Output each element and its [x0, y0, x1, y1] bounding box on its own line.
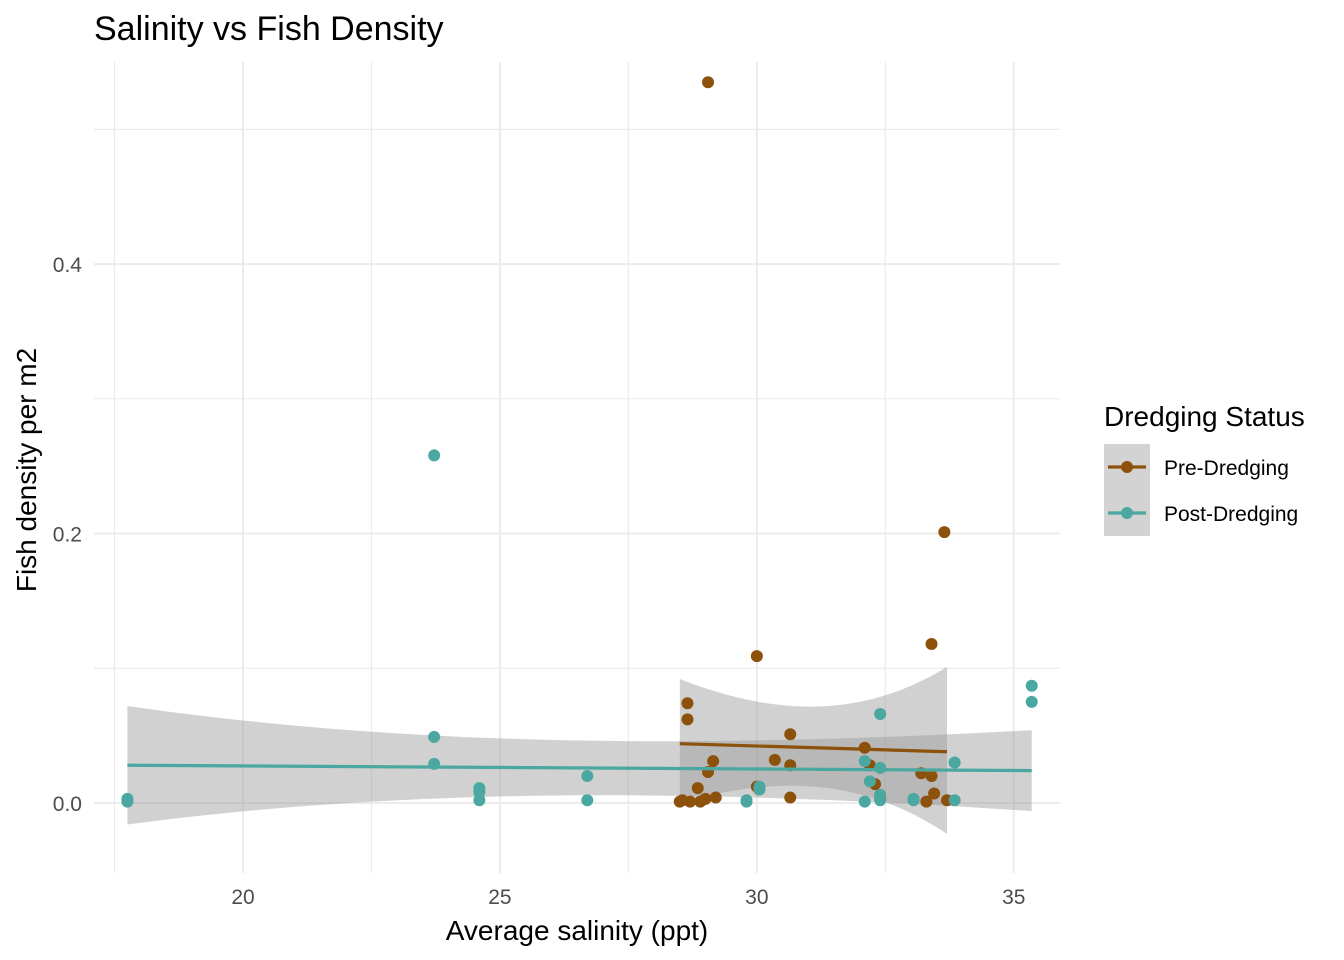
data-point: [863, 775, 876, 788]
x-axis-title: Average salinity (ppt): [446, 915, 709, 946]
legend-label: Pre-Dredging: [1164, 457, 1289, 480]
y-tick-label: 0.0: [53, 793, 82, 816]
data-point: [858, 795, 871, 808]
data-point: [874, 708, 887, 721]
data-point: [784, 728, 797, 741]
y-axis-title: Fish density per m2: [11, 348, 42, 592]
data-point: [681, 713, 694, 726]
data-point: [948, 794, 961, 807]
x-tick-label: 20: [231, 886, 254, 909]
trend-line: [679, 742, 948, 754]
data-point: [740, 795, 753, 808]
x-axis-ticks: 20 25 30 35: [231, 886, 1025, 909]
data-point: [428, 730, 441, 743]
y-tick-label: 0.2: [53, 524, 82, 547]
data-point: [925, 637, 938, 650]
data-point: [691, 782, 704, 795]
data-point: [673, 795, 686, 808]
data-point: [1025, 679, 1038, 692]
data-point: [753, 783, 766, 796]
data-point: [858, 755, 871, 768]
legend-label: Post-Dredging: [1164, 503, 1298, 526]
trend-lines: [127, 742, 1032, 773]
data-point: [920, 795, 933, 808]
data-point: [938, 526, 951, 539]
data-point: [928, 787, 941, 800]
data-point: [1025, 695, 1038, 708]
data-point: [681, 697, 694, 710]
legend-title: Dredging Status: [1104, 401, 1305, 432]
data-point: [684, 795, 697, 808]
data-point: [874, 794, 887, 807]
chart-title: Salinity vs Fish Density: [94, 10, 444, 48]
y-axis-ticks: 0.0 0.2 0.4: [53, 254, 83, 816]
data-point: [428, 449, 441, 462]
x-tick-label: 30: [745, 886, 768, 909]
x-tick-label: 35: [1002, 886, 1025, 909]
data-point: [948, 756, 961, 769]
data-point: [121, 795, 134, 808]
legend: Dredging Status Pre-Dredging Post-Dredgin…: [1104, 401, 1305, 536]
data-point: [699, 792, 712, 805]
legend-key-background: [1104, 444, 1150, 536]
y-tick-label: 0.4: [53, 254, 83, 277]
data-point: [702, 76, 715, 89]
data-point: [581, 794, 594, 807]
data-point: [768, 753, 781, 766]
trend-line: [127, 763, 1032, 773]
data-point: [784, 791, 797, 804]
x-tick-label: 25: [488, 886, 511, 909]
data-point: [707, 755, 720, 768]
data-point: [473, 794, 486, 807]
data-point: [709, 791, 722, 804]
data-point: [874, 761, 887, 774]
data-point: [925, 770, 938, 783]
data-point: [581, 770, 594, 783]
confidence-band: [127, 706, 1032, 825]
legend-key-point: [1121, 507, 1133, 519]
grid: [94, 62, 1060, 873]
data-point: [907, 794, 920, 807]
data-point: [750, 650, 763, 663]
legend-key-point: [1121, 461, 1133, 473]
